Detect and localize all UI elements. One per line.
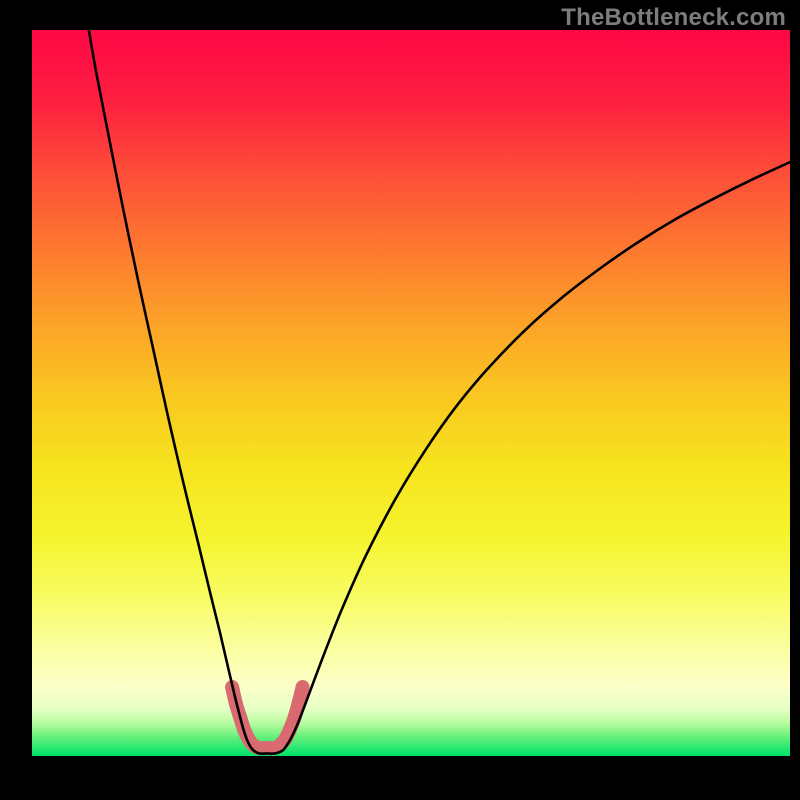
plot-background bbox=[32, 30, 790, 756]
chart-stage: TheBottleneck.com bbox=[0, 0, 800, 800]
watermark-text: TheBottleneck.com bbox=[561, 4, 786, 32]
bottleneck-chart-svg bbox=[0, 0, 800, 800]
